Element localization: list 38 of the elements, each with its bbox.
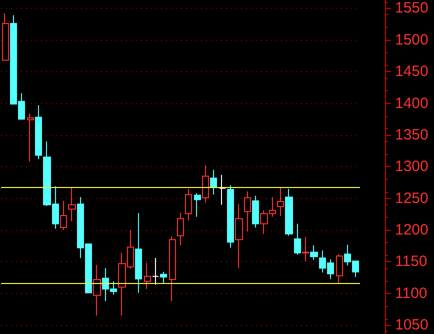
y-tick-label: 1300 <box>395 158 428 176</box>
candlestick <box>227 184 234 248</box>
y-tick-label: 1400 <box>395 94 428 112</box>
candlestick <box>144 262 151 290</box>
candlestick <box>285 188 293 236</box>
candlestick <box>294 223 301 256</box>
candlestick <box>152 257 159 286</box>
candlestick <box>302 236 309 262</box>
candlestick <box>235 204 243 269</box>
y-tick-label: 1250 <box>395 190 428 207</box>
candlestick <box>2 12 9 61</box>
candlestick <box>210 169 217 196</box>
candlestick <box>169 236 176 302</box>
candlestick <box>310 244 318 260</box>
candlestick <box>60 200 67 231</box>
candlestick <box>35 104 42 160</box>
candlestick <box>277 187 284 217</box>
candlestick <box>68 186 76 222</box>
candlestick <box>219 174 226 206</box>
y-tick-label: 1200 <box>395 222 428 239</box>
candlestick <box>177 212 184 246</box>
candlestick <box>336 254 343 284</box>
candlestick <box>185 188 192 222</box>
y-tick-label: 1100 <box>395 284 428 302</box>
candlestick <box>93 264 101 316</box>
y-tick-label: 1500 <box>395 31 428 48</box>
y-tick-label: 1550 <box>395 0 428 17</box>
candlestick <box>27 112 34 162</box>
candlestick <box>252 195 259 228</box>
y-tick-label: 1050 <box>395 316 428 334</box>
candlestick <box>244 190 251 232</box>
candlestick <box>202 164 209 204</box>
y-tick-label: 1150 <box>395 253 428 270</box>
y-tick-label: 1350 <box>395 126 428 144</box>
candlestick <box>135 212 142 294</box>
y-tick-label: 1450 <box>395 63 428 80</box>
candlestick <box>194 192 201 218</box>
candlestick <box>160 271 167 284</box>
